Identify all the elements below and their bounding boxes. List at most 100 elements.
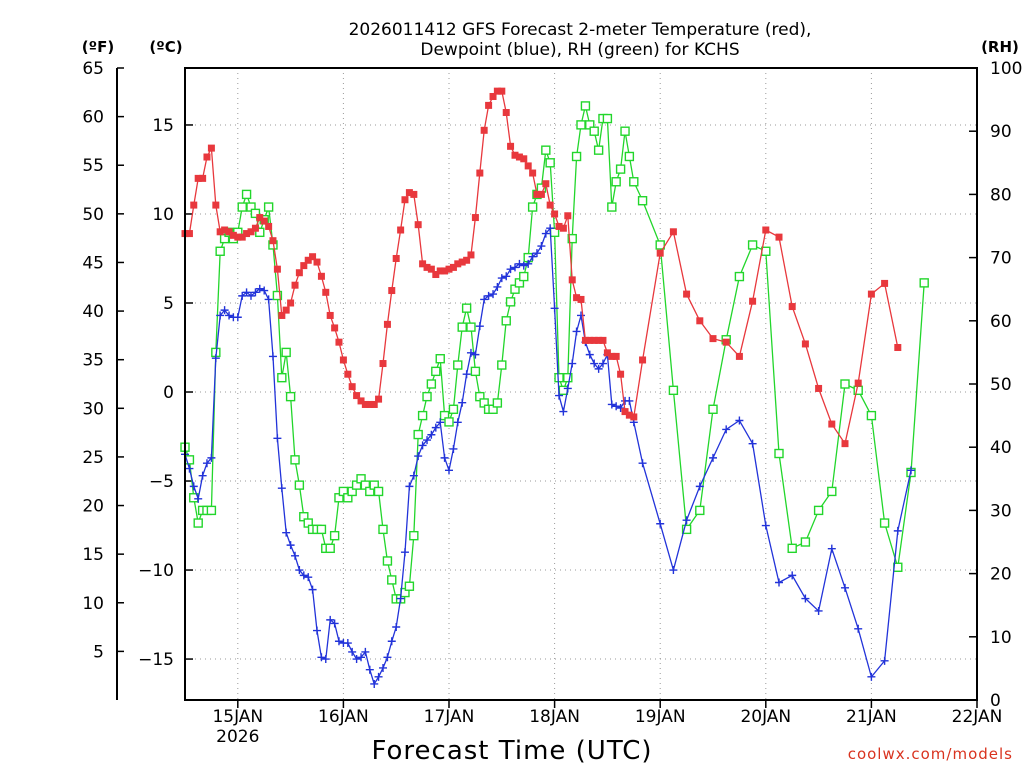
temperature-point [524, 162, 532, 170]
rh-point [435, 354, 445, 364]
rh-point [255, 227, 265, 238]
rh-point [545, 158, 555, 168]
celsius-tick-label: −10 [138, 561, 174, 581]
rh-point [290, 455, 300, 465]
temperature-point [348, 383, 356, 391]
temperature-point [894, 344, 902, 352]
rh-point [668, 385, 679, 396]
temperature-point [441, 267, 449, 275]
dewpoint-point [827, 544, 836, 553]
rh-point [378, 524, 388, 535]
temperature-point [656, 249, 664, 257]
dewpoint-point [775, 578, 783, 587]
rh-point [215, 246, 225, 256]
temperature-point [489, 92, 497, 100]
dewpoint-point [282, 528, 291, 537]
temperature-point [392, 254, 400, 262]
fahrenheit-tick-label: 40 [82, 302, 104, 322]
rh-point [417, 410, 428, 421]
temperature-point [529, 169, 537, 177]
rh-point [681, 524, 692, 535]
temperature-point [555, 222, 563, 230]
dewpoint-point [788, 571, 797, 580]
temperature-point [454, 260, 462, 268]
temperature-point [291, 281, 299, 289]
temperature-point [476, 169, 484, 177]
dewpoint-point [370, 679, 379, 688]
dewpoint-point [502, 272, 511, 281]
dewpoint-point [405, 482, 414, 491]
dewpoint-point [532, 249, 541, 258]
temperature-point [309, 253, 317, 261]
dewpoint-point [453, 418, 462, 427]
dewpoint-point [458, 398, 467, 407]
temperature-point [520, 155, 528, 163]
dewpoint-point [233, 313, 242, 322]
temperature-point [229, 231, 237, 239]
fahrenheit-tick-label: 5 [93, 642, 104, 662]
rh-point [593, 145, 604, 155]
temperature-point [414, 221, 422, 229]
time-tick-label: 17JAN [424, 707, 475, 727]
dewpoint-point [669, 566, 678, 575]
rh-point [827, 486, 837, 497]
dewpoint-point [225, 311, 234, 320]
rh-point [615, 164, 626, 174]
dewpoint-point [638, 459, 647, 468]
rh-point [277, 372, 287, 383]
chart-title-line2: Dewpoint (blue), RH (green) for KCHS [420, 40, 739, 60]
rh-point [602, 113, 613, 124]
dewpoint-point [497, 274, 506, 283]
temperature-point [841, 440, 849, 448]
dewpoint-point [519, 261, 528, 270]
rh-point [497, 360, 507, 370]
fahrenheit-tick-label: 65 [82, 59, 104, 79]
dewpoint-point [198, 471, 207, 480]
rh-tick-label: 60 [990, 312, 1012, 332]
dewpoint-point [656, 519, 665, 528]
rh-point [629, 177, 639, 187]
dewpoint-point [612, 402, 621, 411]
rh-point [501, 316, 511, 326]
dewpoint-point [379, 663, 387, 672]
dewpoint-point [748, 439, 757, 448]
fahrenheit-tick-label: 20 [82, 497, 104, 517]
temperature-point [225, 228, 233, 236]
rh-point [294, 480, 305, 490]
temperature-point [533, 190, 541, 198]
temperature-point [551, 210, 559, 218]
temperature-point [269, 237, 277, 245]
chart-title-line1: 2026011412 GFS Forecast 2-meter Temperat… [349, 20, 812, 40]
rh-point [580, 101, 591, 111]
rh-point [382, 556, 393, 566]
dewpoint-point [907, 466, 915, 475]
temperature-point [405, 189, 413, 197]
dewpoint-point [365, 665, 374, 674]
dewpoint-point [528, 252, 537, 261]
fahrenheit-tick-label: 15 [82, 545, 104, 565]
dewpoint-point [462, 370, 471, 379]
dewpoint-point [409, 471, 418, 480]
fahrenheit-tick-label: 55 [82, 156, 104, 176]
time-tick-label: 19JAN [635, 707, 686, 727]
rh-point [774, 448, 784, 459]
temperature-point [625, 411, 633, 419]
rh-point [607, 202, 617, 212]
dewpoint-point [541, 229, 550, 238]
temperature-point [449, 263, 457, 271]
dewpoint-point [440, 453, 449, 462]
dewpoint-point [321, 655, 330, 664]
temperature-point [357, 397, 365, 405]
temperature-point [502, 109, 510, 117]
temperature-point [586, 336, 594, 344]
rh-point [708, 404, 718, 414]
dewpoint-point [247, 291, 255, 300]
temperature-point [423, 263, 431, 271]
temperature-point [366, 400, 374, 408]
dewpoint-point [537, 242, 546, 251]
dewpoint-point [400, 548, 409, 557]
dewpoint-point [317, 653, 326, 662]
rh-point [541, 145, 551, 155]
dewpoint-point [185, 464, 194, 473]
dewpoint-point [722, 425, 731, 434]
